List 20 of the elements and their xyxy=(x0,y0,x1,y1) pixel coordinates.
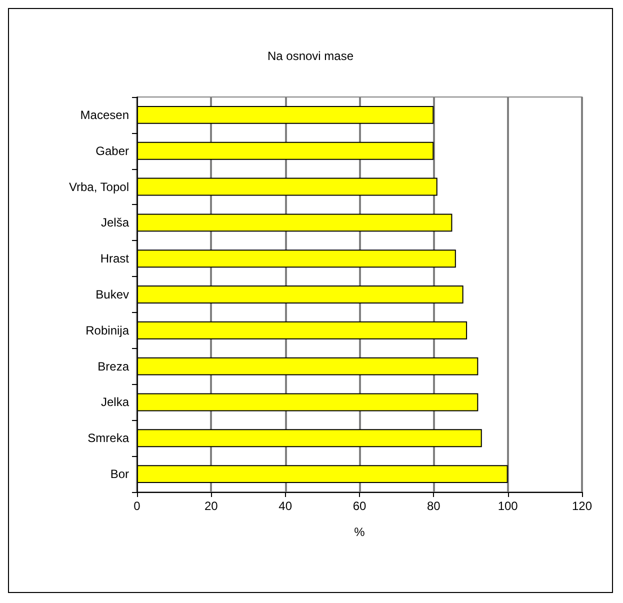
x-tick-label: 40 xyxy=(278,499,292,513)
x-tick-label: 80 xyxy=(426,499,441,513)
chart-title: Na osnovi mase xyxy=(267,49,354,63)
y-tick-label: Bor xyxy=(110,467,129,482)
x-tick-label: 60 xyxy=(352,499,366,513)
y-tick-label: Gaber xyxy=(96,144,129,158)
x-tick-label: 0 xyxy=(134,499,141,513)
y-tick-label: Jelka xyxy=(100,395,130,410)
x-axis-title: % xyxy=(354,525,366,539)
x-tick-label: 20 xyxy=(204,499,218,513)
y-tick-label: Vrba, Topol xyxy=(68,180,129,194)
y-tick-label: Jelša xyxy=(100,216,130,230)
x-tick-label: 100 xyxy=(498,499,518,513)
y-tick-label: Smreka xyxy=(88,431,130,446)
y-tick-label: Hrast xyxy=(100,252,130,266)
x-tick-label: 120 xyxy=(572,499,592,513)
y-tick-label: Macesen xyxy=(80,108,129,122)
y-tick-label: Breza xyxy=(98,359,130,374)
y-tick-label: Robinija xyxy=(86,323,130,338)
y-tick-label: Bukev xyxy=(96,288,129,302)
